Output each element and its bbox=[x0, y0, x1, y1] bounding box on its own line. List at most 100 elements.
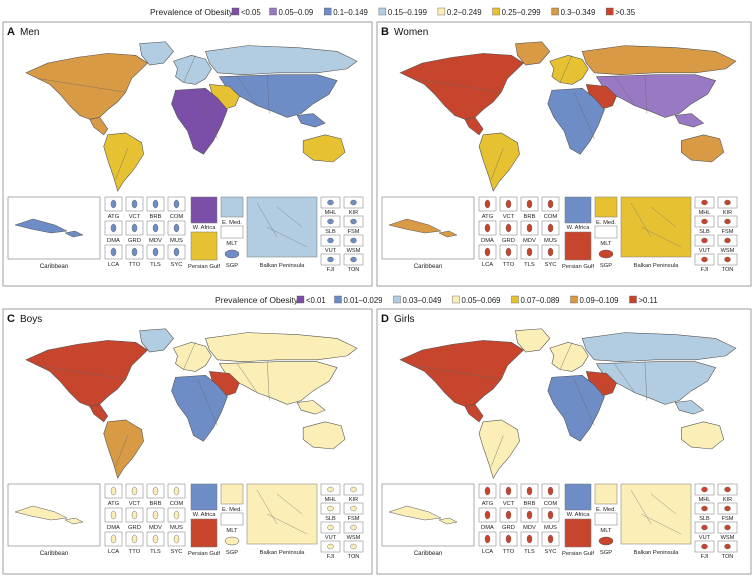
region-africa bbox=[547, 375, 605, 442]
island-shape bbox=[173, 534, 180, 544]
island-shape bbox=[484, 510, 491, 520]
persian-gulf-label: Persian Gulf bbox=[562, 264, 594, 270]
island-code-label: TTO bbox=[503, 262, 515, 268]
island-code-label: KIR bbox=[723, 210, 732, 216]
island-code-label: FSM bbox=[722, 516, 734, 522]
island-code-label: LCA bbox=[108, 549, 119, 555]
island-code-label: VCT bbox=[503, 214, 515, 220]
legend-label: 0.15–0.199 bbox=[388, 8, 427, 17]
mlt-inset bbox=[220, 512, 244, 526]
island-code-label: ATG bbox=[482, 501, 494, 507]
island-shape bbox=[350, 237, 357, 244]
island-shape bbox=[173, 199, 180, 209]
legend-swatch bbox=[437, 7, 446, 16]
island-code-label: VUT bbox=[699, 535, 711, 541]
country-border bbox=[559, 55, 573, 83]
island-shape bbox=[327, 218, 334, 225]
island-code-label: MDV bbox=[523, 525, 536, 531]
island-shape bbox=[350, 505, 357, 512]
island-shape bbox=[505, 486, 512, 496]
region-russia bbox=[205, 45, 358, 76]
legend-swatch bbox=[296, 295, 305, 304]
e-med-label: E. Med. bbox=[222, 220, 242, 226]
caribbean-label: Caribbean bbox=[414, 263, 443, 270]
island-shape bbox=[701, 543, 708, 550]
island-code-label: VUT bbox=[325, 535, 337, 541]
mlt-label: MLT bbox=[226, 528, 238, 534]
country-border bbox=[412, 365, 502, 380]
region-asia bbox=[218, 74, 338, 118]
island-shape bbox=[327, 199, 334, 206]
caribbean-label: Caribbean bbox=[40, 550, 69, 557]
island-shape bbox=[327, 505, 334, 512]
e-med-inset bbox=[220, 483, 244, 505]
island-shape bbox=[505, 247, 512, 257]
island-shape bbox=[724, 505, 731, 512]
island-code-label: VUT bbox=[699, 248, 711, 254]
island-code-label: SYC bbox=[171, 262, 183, 268]
island-code-label: MHL bbox=[699, 497, 711, 503]
persian-gulf-label: Persian Gulf bbox=[188, 551, 220, 557]
legend-swatch bbox=[511, 295, 519, 304]
sgp-label: SGP bbox=[600, 550, 612, 556]
island-shape bbox=[505, 510, 512, 520]
country-border bbox=[197, 92, 218, 139]
island-code-label: MHL bbox=[325, 497, 337, 503]
island-code-label: GRD bbox=[128, 525, 141, 531]
e-med-inset bbox=[594, 483, 618, 505]
e-med-label: E. Med. bbox=[596, 220, 616, 226]
island-shape bbox=[547, 223, 554, 233]
caribbean-islands bbox=[64, 230, 84, 238]
island-code-label: SLB bbox=[699, 516, 710, 522]
caribbean-islands bbox=[14, 505, 68, 521]
persian-gulf-inset bbox=[564, 231, 592, 261]
island-shape bbox=[484, 247, 491, 257]
island-code-label: TTO bbox=[129, 549, 141, 555]
island-shape bbox=[350, 256, 357, 263]
country-border bbox=[644, 74, 648, 114]
country-border bbox=[573, 92, 595, 139]
island-shape bbox=[131, 534, 138, 544]
legend-label: 0.1–0.149 bbox=[333, 8, 368, 17]
island-code-label: SYC bbox=[545, 262, 557, 268]
country-border bbox=[491, 148, 504, 180]
sgp-shape bbox=[224, 249, 240, 259]
island-code-label: BRB bbox=[524, 501, 536, 507]
island-shape bbox=[152, 199, 159, 209]
region-southeastasia bbox=[674, 113, 705, 128]
island-code-label: LCA bbox=[482, 549, 493, 555]
island-code-label: WSM bbox=[721, 248, 735, 254]
country-border bbox=[559, 342, 573, 370]
island-code-label: SLB bbox=[699, 229, 710, 235]
island-code-label: DMA bbox=[107, 238, 120, 244]
island-shape bbox=[505, 534, 512, 544]
island-shape bbox=[327, 486, 334, 493]
region-centralamerica bbox=[89, 117, 109, 136]
island-shape bbox=[110, 223, 117, 233]
island-shape bbox=[526, 534, 533, 544]
country-border bbox=[37, 365, 126, 380]
balkan-inset bbox=[620, 196, 692, 258]
island-shape bbox=[724, 237, 731, 244]
island-code-label: COM bbox=[544, 501, 558, 507]
legend-swatch bbox=[393, 295, 401, 304]
island-code-label: MDV bbox=[149, 525, 162, 531]
panel-title: Boys bbox=[20, 314, 42, 325]
w-africa-inset bbox=[564, 196, 592, 224]
island-shape bbox=[350, 524, 357, 531]
island-shape bbox=[152, 247, 159, 257]
country-border bbox=[640, 513, 682, 535]
island-shape bbox=[724, 218, 731, 225]
island-shape bbox=[131, 199, 138, 209]
w-africa-label: W. Africa bbox=[567, 512, 591, 518]
balkan-inset bbox=[620, 483, 692, 545]
island-shape bbox=[547, 534, 554, 544]
world-map bbox=[399, 41, 737, 192]
sgp-label: SGP bbox=[226, 550, 238, 556]
island-shape bbox=[110, 486, 117, 496]
legend-swatch bbox=[231, 7, 240, 16]
caribbean-islands bbox=[438, 230, 458, 238]
country-border bbox=[267, 74, 270, 114]
legend-label: 0.3–0.349 bbox=[561, 8, 596, 17]
region-greenland bbox=[139, 41, 174, 66]
